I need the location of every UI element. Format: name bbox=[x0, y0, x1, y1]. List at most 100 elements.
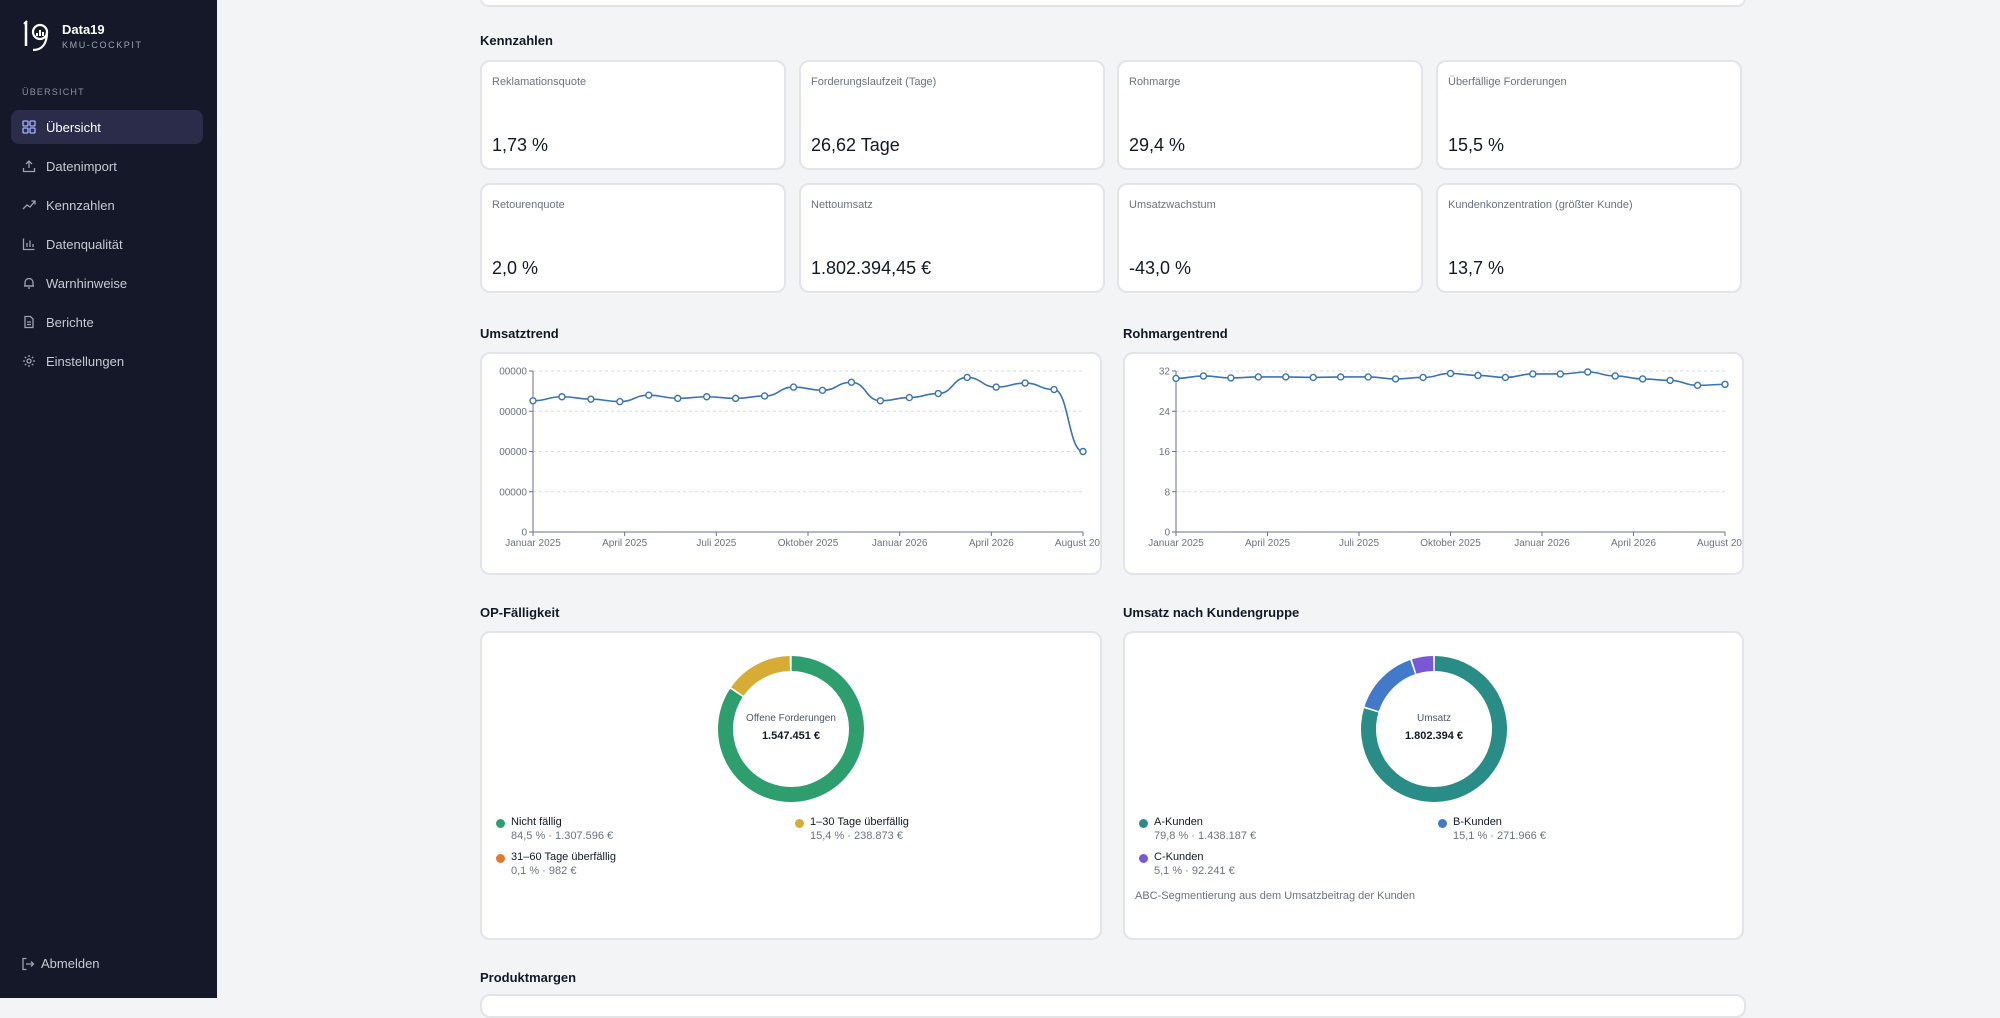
data-point bbox=[1283, 374, 1289, 380]
sidebar-item-label: Datenqualität bbox=[46, 237, 123, 252]
data-point bbox=[559, 394, 565, 400]
brand[interactable]: Data19 KMU-COCKPIT bbox=[22, 18, 143, 54]
legend-value: 15,4 % · 238.873 € bbox=[810, 830, 903, 842]
donut-center-label: Umsatz bbox=[1374, 713, 1494, 724]
sidebar-item-kennzahlen[interactable]: Kennzahlen bbox=[11, 188, 203, 222]
x-tick-label: Januar 2026 bbox=[1514, 538, 1570, 549]
legend-value: 5,1 % · 92.241 € bbox=[1154, 865, 1235, 877]
kpi-value: 26,62 Tage bbox=[811, 135, 900, 156]
kpi-value: -43,0 % bbox=[1129, 258, 1191, 279]
y-tick-label: 0 bbox=[521, 528, 527, 539]
sidebar-item-warnhinweise[interactable]: Warnhinweise bbox=[11, 266, 203, 300]
legend-name: 31–60 Tage überfällig bbox=[511, 851, 616, 863]
kpi-card[interactable]: Umsatzwachstum -43,0 % bbox=[1117, 183, 1423, 293]
sidebar-item-datenqualitaet[interactable]: Datenqualität bbox=[11, 227, 203, 261]
data-point bbox=[1420, 374, 1426, 380]
brand-name: Data19 bbox=[62, 22, 143, 37]
logout-button[interactable]: Abmelden bbox=[21, 956, 100, 971]
y-tick-label: 00000 bbox=[499, 447, 527, 458]
kpi-label: Überfällige Forderungen bbox=[1448, 76, 1567, 88]
donut-center-label: Offene Forderungen bbox=[731, 713, 851, 724]
data-point bbox=[1612, 373, 1618, 379]
sidebar: Data19 KMU-COCKPIT ÜBERSICHT Übersicht D… bbox=[0, 0, 217, 998]
sidebar-item-einstellungen[interactable]: Einstellungen bbox=[11, 344, 203, 378]
data-point bbox=[1310, 374, 1316, 380]
op-faelligkeit-card: Offene Forderungen 1.547.451 € Nicht fäl… bbox=[480, 631, 1102, 940]
document-icon bbox=[22, 315, 36, 329]
data-point bbox=[675, 395, 681, 401]
kpi-value: 2,0 % bbox=[492, 258, 538, 279]
kpi-value: 15,5 % bbox=[1448, 135, 1504, 156]
kpi-card[interactable]: Reklamationsquote 1,73 % bbox=[480, 60, 786, 170]
data-point bbox=[1502, 374, 1508, 380]
x-tick-label: April 2025 bbox=[1245, 538, 1290, 549]
data-point bbox=[906, 395, 912, 401]
data-point bbox=[1530, 371, 1536, 377]
kpi-label: Reklamationsquote bbox=[492, 76, 586, 88]
x-tick-label: Juli 2025 bbox=[1339, 538, 1379, 549]
x-tick-label: Januar 2025 bbox=[505, 538, 561, 549]
section-title-rohmargentrend: Rohmargentrend bbox=[1123, 326, 1228, 341]
data-point bbox=[762, 393, 768, 399]
sidebar-item-datenimport[interactable]: Datenimport bbox=[11, 149, 203, 183]
data-point bbox=[848, 379, 854, 385]
section-title-op-faelligkeit: OP-Fälligkeit bbox=[480, 605, 559, 620]
kpi-card[interactable]: Nettoumsatz 1.802.394,45 € bbox=[799, 183, 1105, 293]
data-point bbox=[877, 398, 883, 404]
y-tick-label: 24 bbox=[1159, 407, 1171, 418]
donut-center-value: 1.802.394 € bbox=[1374, 730, 1494, 742]
nav-section-label: ÜBERSICHT bbox=[22, 87, 85, 97]
logout-icon bbox=[21, 957, 35, 971]
data-point bbox=[1173, 375, 1179, 381]
brand-subtitle: KMU-COCKPIT bbox=[62, 40, 143, 50]
kpi-card[interactable]: Rohmarge 29,4 % bbox=[1117, 60, 1423, 170]
x-tick-label: Januar 2025 bbox=[1148, 538, 1204, 549]
legend-value: 15,1 % · 271.966 € bbox=[1453, 830, 1546, 842]
legend-name: 1–30 Tage überfällig bbox=[810, 816, 909, 828]
data-point bbox=[1557, 371, 1563, 377]
sidebar-item-label: Übersicht bbox=[46, 120, 101, 135]
donut-center: Umsatz 1.802.394 € bbox=[1374, 713, 1494, 742]
kpi-card[interactable]: Überfällige Forderungen 15,5 % bbox=[1436, 60, 1742, 170]
series-line bbox=[533, 377, 1083, 451]
legend-dot bbox=[1139, 854, 1148, 863]
legend-dot bbox=[496, 819, 505, 828]
y-tick-label: 00000 bbox=[499, 367, 527, 378]
legend-value: 0,1 % · 982 € bbox=[511, 865, 576, 877]
data-point bbox=[935, 391, 941, 397]
kpi-value: 1.802.394,45 € bbox=[811, 258, 931, 279]
data-point bbox=[617, 399, 623, 405]
kpi-card[interactable]: Retourenquote 2,0 % bbox=[480, 183, 786, 293]
pie-slice bbox=[1412, 656, 1433, 674]
data-point bbox=[1393, 376, 1399, 382]
data-point bbox=[704, 394, 710, 400]
data-point bbox=[1448, 370, 1454, 376]
data-point bbox=[1722, 381, 1728, 387]
data-point bbox=[1475, 372, 1481, 378]
sidebar-item-label: Warnhinweise bbox=[46, 276, 127, 291]
sidebar-item-uebersicht[interactable]: Übersicht bbox=[11, 110, 203, 144]
legend-dot bbox=[496, 854, 505, 863]
kpi-card[interactable]: Forderungslaufzeit (Tage) 26,62 Tage bbox=[799, 60, 1105, 170]
kpi-label: Retourenquote bbox=[492, 199, 565, 211]
legend-dot bbox=[1139, 819, 1148, 828]
data-point bbox=[1255, 374, 1261, 380]
pie-slice bbox=[1365, 660, 1415, 711]
y-tick-label: 00000 bbox=[499, 407, 527, 418]
data-point bbox=[993, 384, 999, 390]
data-point bbox=[1200, 373, 1206, 379]
kpi-card[interactable]: Kundenkonzentration (größter Kunde) 13,7… bbox=[1436, 183, 1742, 293]
data-point bbox=[530, 398, 536, 404]
data-point bbox=[1585, 369, 1591, 375]
sidebar-item-label: Datenimport bbox=[46, 159, 117, 174]
y-tick-label: 00000 bbox=[499, 487, 527, 498]
y-tick-label: 32 bbox=[1159, 367, 1171, 378]
pie-slice bbox=[731, 656, 790, 696]
sidebar-item-berichte[interactable]: Berichte bbox=[11, 305, 203, 339]
x-tick-label: April 2025 bbox=[602, 538, 647, 549]
data-point bbox=[819, 387, 825, 393]
